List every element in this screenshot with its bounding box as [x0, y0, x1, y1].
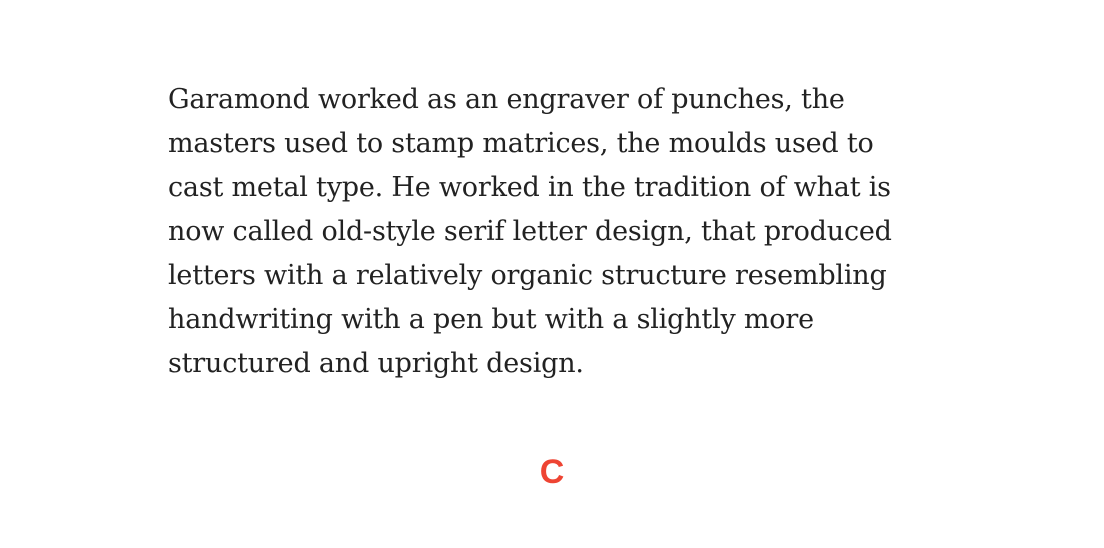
paragraph-line: now called old-style serif letter design… — [168, 216, 892, 247]
option-letter-label: C — [539, 453, 565, 491]
paragraph-line: masters used to stamp matrices, the moul… — [168, 128, 874, 159]
paragraph-line: cast metal type. He worked in the tradit… — [168, 172, 891, 203]
paragraph-line: letters with a relatively organic struct… — [168, 260, 887, 291]
paragraph-line: Garamond worked as an engraver of punche… — [168, 84, 845, 115]
paragraph-line: structured and upright design. — [168, 348, 584, 379]
body-paragraph: Garamond worked as an engraver of punche… — [168, 78, 948, 386]
paragraph-line: handwriting with a pen but with a slight… — [168, 304, 814, 335]
